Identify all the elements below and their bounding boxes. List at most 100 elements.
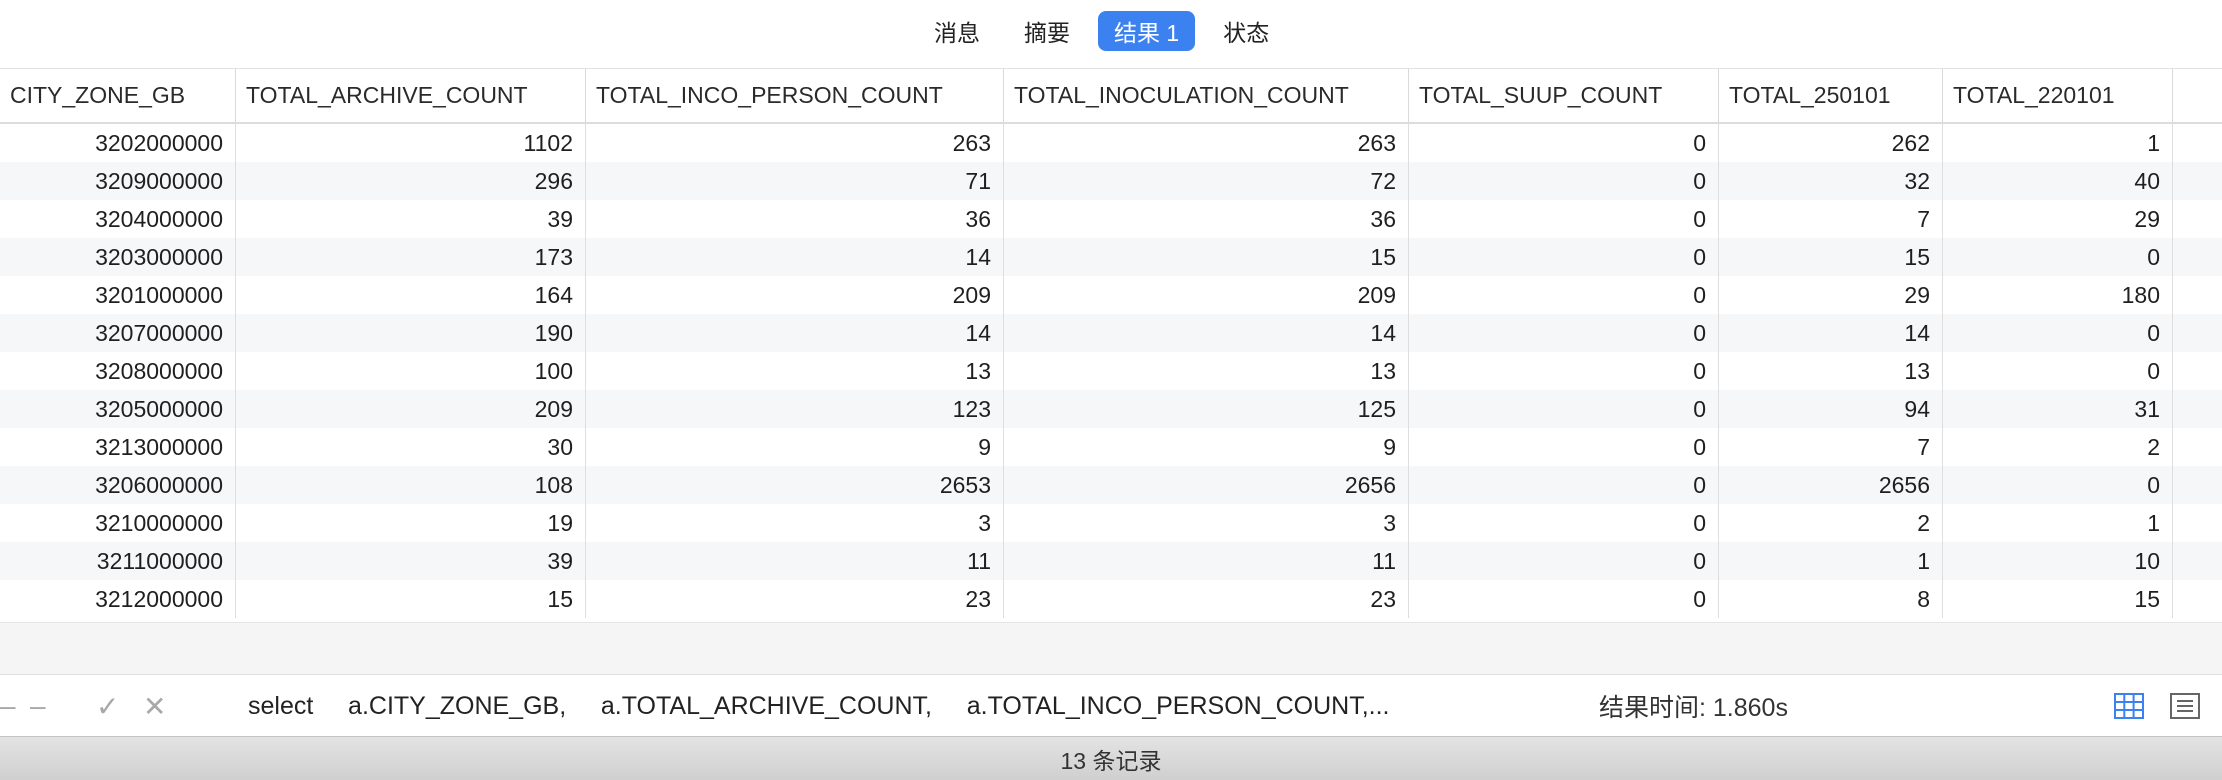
cell-total-suup-count[interactable]: 0	[1409, 314, 1719, 352]
cell-total-inco-person-count[interactable]: 23	[586, 580, 1004, 618]
cancel-x-icon[interactable]: ✕	[143, 690, 167, 722]
cell-total-archive-count[interactable]: 19	[236, 504, 586, 542]
cell-total-inoculation-count[interactable]: 72	[1004, 162, 1409, 200]
tab-result-1[interactable]: 结果 1	[1098, 11, 1196, 51]
cell-city-zone-gb[interactable]: 3202000000	[0, 124, 236, 162]
table-row[interactable]: 3206000000 108 2653 2656 0 2656 0	[0, 466, 2222, 504]
column-header-total-suup-count[interactable]: TOTAL_SUUP_COUNT	[1409, 69, 1719, 122]
cell-city-zone-gb[interactable]: 3206000000	[0, 466, 236, 504]
cell-total-220101[interactable]: 10	[1943, 542, 2173, 580]
column-header-total-archive-count[interactable]: TOTAL_ARCHIVE_COUNT	[236, 69, 586, 122]
column-header-total-250101[interactable]: TOTAL_250101	[1719, 69, 1943, 122]
cell-city-zone-gb[interactable]: 3209000000	[0, 162, 236, 200]
tab-status[interactable]: 状态	[1223, 20, 1270, 46]
cell-total-suup-count[interactable]: 0	[1409, 542, 1719, 580]
cell-total-suup-count[interactable]: 0	[1409, 580, 1719, 618]
cell-total-250101[interactable]: 7	[1719, 200, 1943, 238]
cell-total-inco-person-count[interactable]: 2653	[586, 466, 1004, 504]
cell-city-zone-gb[interactable]: 3208000000	[0, 352, 236, 390]
cell-total-suup-count[interactable]: 0	[1409, 390, 1719, 428]
cell-total-inoculation-count[interactable]: 3	[1004, 504, 1409, 542]
cell-total-250101[interactable]: 32	[1719, 162, 1943, 200]
cell-total-archive-count[interactable]: 190	[236, 314, 586, 352]
cell-total-suup-count[interactable]: 0	[1409, 466, 1719, 504]
table-row[interactable]: 3204000000 39 36 36 0 7 29	[0, 200, 2222, 238]
table-row[interactable]: 3205000000 209 123 125 0 94 31	[0, 390, 2222, 428]
table-row[interactable]: 3201000000 164 209 209 0 29 180	[0, 276, 2222, 314]
cell-total-250101[interactable]: 1	[1719, 542, 1943, 580]
cell-city-zone-gb[interactable]: 3204000000	[0, 200, 236, 238]
cell-total-inoculation-count[interactable]: 36	[1004, 200, 1409, 238]
table-row[interactable]: 3208000000 100 13 13 0 13 0	[0, 352, 2222, 390]
cell-total-inoculation-count[interactable]: 15	[1004, 238, 1409, 276]
cell-total-inoculation-count[interactable]: 14	[1004, 314, 1409, 352]
cell-total-archive-count[interactable]: 108	[236, 466, 586, 504]
cell-total-inoculation-count[interactable]: 209	[1004, 276, 1409, 314]
cell-total-inco-person-count[interactable]: 14	[586, 238, 1004, 276]
table-row[interactable]: 3213000000 30 9 9 0 7 2	[0, 428, 2222, 466]
cell-total-suup-count[interactable]: 0	[1409, 124, 1719, 162]
cell-total-220101[interactable]: 0	[1943, 314, 2173, 352]
confirm-check-icon[interactable]: ✓	[96, 690, 120, 722]
tab-messages[interactable]: 消息	[934, 20, 980, 46]
cell-total-250101[interactable]: 13	[1719, 352, 1943, 390]
cell-city-zone-gb[interactable]: 3213000000	[0, 428, 236, 466]
cell-total-inco-person-count[interactable]: 14	[586, 314, 1004, 352]
cell-total-suup-count[interactable]: 0	[1409, 238, 1719, 276]
cell-total-inco-person-count[interactable]: 9	[586, 428, 1004, 466]
cell-city-zone-gb[interactable]: 3211000000	[0, 542, 236, 580]
table-row[interactable]: 3210000000 19 3 3 0 2 1	[0, 504, 2222, 542]
cell-total-archive-count[interactable]: 39	[236, 542, 586, 580]
cell-total-220101[interactable]: 0	[1943, 238, 2173, 276]
cell-city-zone-gb[interactable]: 3210000000	[0, 504, 236, 542]
cell-total-250101[interactable]: 8	[1719, 580, 1943, 618]
cell-city-zone-gb[interactable]: 3205000000	[0, 390, 236, 428]
cell-total-inco-person-count[interactable]: 13	[586, 352, 1004, 390]
cell-total-250101[interactable]: 2656	[1719, 466, 1943, 504]
cell-total-archive-count[interactable]: 164	[236, 276, 586, 314]
cell-total-inco-person-count[interactable]: 11	[586, 542, 1004, 580]
table-row[interactable]: 3211000000 39 11 11 0 1 10	[0, 542, 2222, 580]
cell-total-archive-count[interactable]: 296	[236, 162, 586, 200]
cell-total-220101[interactable]: 0	[1943, 352, 2173, 390]
column-header-total-inco-person-count[interactable]: TOTAL_INCO_PERSON_COUNT	[586, 69, 1004, 122]
cell-total-suup-count[interactable]: 0	[1409, 352, 1719, 390]
cell-total-220101[interactable]: 29	[1943, 200, 2173, 238]
cell-total-archive-count[interactable]: 209	[236, 390, 586, 428]
cell-total-220101[interactable]: 15	[1943, 580, 2173, 618]
cell-total-suup-count[interactable]: 0	[1409, 504, 1719, 542]
cell-city-zone-gb[interactable]: 3201000000	[0, 276, 236, 314]
cell-total-220101[interactable]: 1	[1943, 504, 2173, 542]
remove-row-icon[interactable]: –	[0, 690, 16, 721]
cell-total-inco-person-count[interactable]: 123	[586, 390, 1004, 428]
tab-summary[interactable]: 摘要	[1024, 20, 1070, 46]
cell-total-inoculation-count[interactable]: 125	[1004, 390, 1409, 428]
cell-total-250101[interactable]: 94	[1719, 390, 1943, 428]
table-row[interactable]: 3209000000 296 71 72 0 32 40	[0, 162, 2222, 200]
table-row[interactable]: 3207000000 190 14 14 0 14 0	[0, 314, 2222, 352]
cell-total-inco-person-count[interactable]: 209	[586, 276, 1004, 314]
cell-total-archive-count[interactable]: 1102	[236, 124, 586, 162]
minus-icon[interactable]: –	[30, 690, 46, 721]
cell-total-suup-count[interactable]: 0	[1409, 276, 1719, 314]
cell-total-250101[interactable]: 14	[1719, 314, 1943, 352]
cell-total-inoculation-count[interactable]: 13	[1004, 352, 1409, 390]
cell-total-archive-count[interactable]: 173	[236, 238, 586, 276]
cell-total-archive-count[interactable]: 39	[236, 200, 586, 238]
cell-total-archive-count[interactable]: 100	[236, 352, 586, 390]
column-header-total-220101[interactable]: TOTAL_220101	[1943, 69, 2173, 122]
table-row[interactable]: 3203000000 173 14 15 0 15 0	[0, 238, 2222, 276]
cell-total-250101[interactable]: 262	[1719, 124, 1943, 162]
cell-total-220101[interactable]: 0	[1943, 466, 2173, 504]
cell-total-220101[interactable]: 180	[1943, 276, 2173, 314]
cell-total-inoculation-count[interactable]: 263	[1004, 124, 1409, 162]
cell-total-inoculation-count[interactable]: 9	[1004, 428, 1409, 466]
cell-total-inco-person-count[interactable]: 263	[586, 124, 1004, 162]
cell-total-suup-count[interactable]: 0	[1409, 428, 1719, 466]
column-header-total-inoculation-count[interactable]: TOTAL_INOCULATION_COUNT	[1004, 69, 1409, 122]
cell-total-archive-count[interactable]: 30	[236, 428, 586, 466]
table-row[interactable]: 3202000000 1102 263 263 0 262 1	[0, 124, 2222, 162]
cell-total-250101[interactable]: 2	[1719, 504, 1943, 542]
cell-total-archive-count[interactable]: 15	[236, 580, 586, 618]
table-row[interactable]: 3212000000 15 23 23 0 8 15	[0, 580, 2222, 618]
